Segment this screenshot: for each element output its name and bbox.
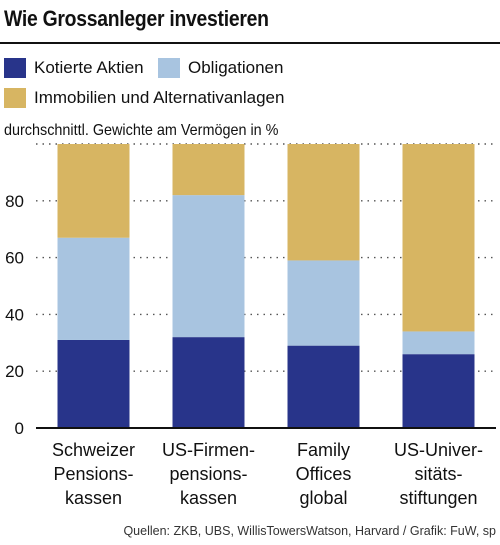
- legend-item-kotierte-aktien: Kotierte Aktien: [4, 56, 144, 80]
- y-axis-label: durchschnittl. Gewichte am Vermögen in %: [4, 121, 278, 139]
- y-tick-label: 0: [15, 419, 24, 438]
- x-tick-label: sitäts-: [414, 464, 462, 484]
- legend-label-immobilien: Immobilien und Alternativanlagen: [34, 88, 285, 107]
- y-tick-label: 20: [5, 362, 24, 381]
- x-tick-label: Schweizer: [52, 440, 135, 460]
- legend-label-kotierte-aktien: Kotierte Aktien: [34, 58, 144, 77]
- x-tick-label: kassen: [180, 488, 237, 508]
- title-divider: [0, 42, 500, 44]
- bar-segment-obligationen-3: [402, 331, 475, 355]
- x-tick-label: US-Firmen-: [162, 440, 255, 460]
- bar-segment-obligationen-1: [172, 195, 245, 338]
- legend-swatch-kotierte-aktien: [4, 58, 26, 78]
- bar-segment-immobilien-und-alternativanlagen-1: [172, 144, 245, 196]
- bar-segment-obligationen-0: [57, 237, 130, 340]
- y-tick-label: 40: [5, 305, 24, 324]
- x-tick-label: Family: [297, 440, 350, 460]
- y-tick-label: 60: [5, 249, 24, 268]
- legend-item-immobilien: Immobilien und Alternativanlagen: [4, 86, 284, 110]
- legend-swatch-obligationen: [158, 58, 180, 78]
- legend-swatch-immobilien: [4, 88, 26, 108]
- bar-segment-immobilien-und-alternativanlagen-0: [57, 144, 130, 238]
- x-tick-label: US-Univer-: [394, 440, 483, 460]
- x-tick-label: Offices: [296, 464, 352, 484]
- stacked-bar-chart: durchschnittl. Gewichte am Vermögen in %…: [4, 121, 496, 508]
- bar-segment-immobilien-und-alternativanlagen-2: [287, 144, 360, 261]
- bar-segment-kotierte-aktien-0: [57, 339, 130, 428]
- x-tick-label: pensions-: [169, 464, 247, 484]
- bar-segment-kotierte-aktien-1: [172, 337, 245, 428]
- bar-segment-obligationen-2: [287, 260, 360, 346]
- x-tick-label: stiftungen: [399, 488, 477, 508]
- chart-title: Wie Grossanleger investieren: [4, 6, 269, 31]
- x-tick-label: Pensions-: [53, 464, 133, 484]
- x-tick-label: global: [299, 488, 347, 508]
- legend-item-obligationen: Obligationen: [158, 56, 283, 80]
- legend-label-obligationen: Obligationen: [188, 58, 284, 77]
- source-note: Quellen: ZKB, UBS, WillisTowersWatson, H…: [123, 524, 496, 538]
- bar-segment-kotierte-aktien-3: [402, 354, 475, 428]
- x-tick-label: kassen: [65, 488, 122, 508]
- bar-segment-immobilien-und-alternativanlagen-3: [402, 144, 475, 332]
- bar-segment-kotierte-aktien-2: [287, 345, 360, 428]
- y-tick-label: 80: [5, 192, 24, 211]
